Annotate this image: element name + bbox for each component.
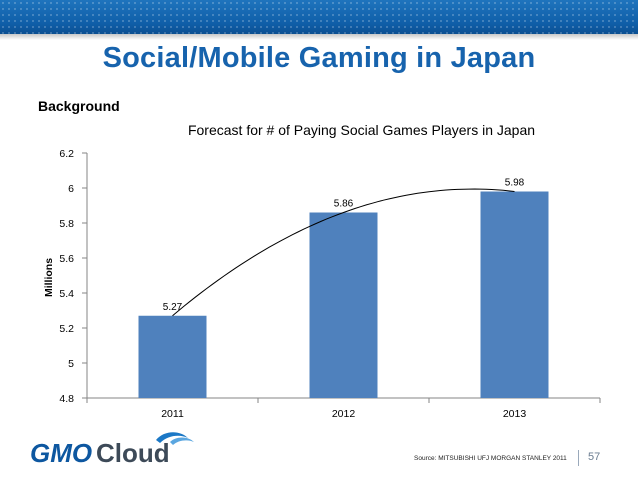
y-tick-label: 4.8 [59,393,74,405]
slide-title: Social/Mobile Gaming in Japan [102,42,536,74]
banner-shadow [0,34,638,40]
y-tick-label: 5 [68,358,74,370]
data-label: 5.98 [505,178,525,189]
data-label: 5.86 [334,199,354,210]
top-banner [0,0,638,34]
banner-pattern [0,0,638,34]
x-tick-label: 2011 [161,408,184,420]
y-tick-label: 6 [68,183,74,195]
bar-2013 [480,191,549,398]
x-tick-label: 2012 [332,408,356,420]
x-tick-label: 2013 [503,408,527,420]
y-tick-label: 5.8 [59,218,74,230]
y-tick-label: 5.4 [59,288,74,300]
chart-plot-area: Forecast for # of Paying Social Games Pl… [43,122,601,420]
page-number: 57 [588,451,601,463]
section-label: Background [38,98,120,114]
source-note: Source: MITSUBISHI UFJ MORGAN STANLEY 20… [414,455,567,462]
y-tick-label: 5.2 [59,323,74,335]
svg-text:Cloud: Cloud [96,438,170,468]
bar-2012 [309,212,378,398]
y-tick-label: 5.6 [59,253,74,265]
bar-2011 [138,315,207,398]
svg-text:GMO: GMO [30,438,92,468]
y-tick-label: 6.2 [59,148,74,160]
data-label: 5.27 [163,302,183,313]
chart-title: Forecast for # of Paying Social Games Pl… [188,122,535,138]
page-divider [578,450,579,466]
trendline [172,188,515,317]
gmo-cloud-logo: GMO Cloud [30,432,194,468]
y-axis-title: Millions [43,258,55,297]
